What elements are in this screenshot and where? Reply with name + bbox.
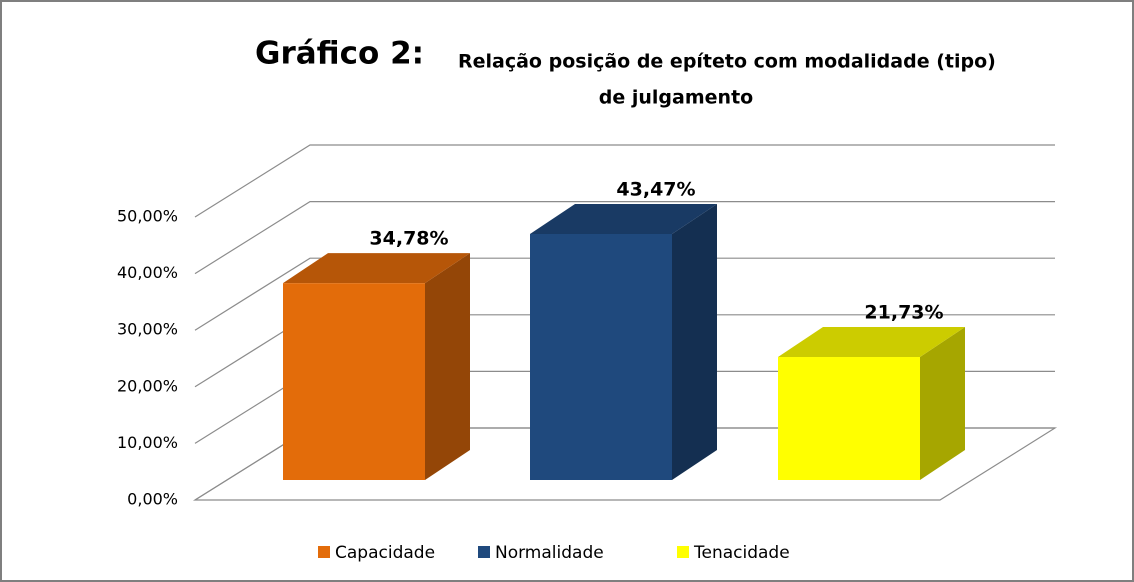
y-tick-label: 40,00% (117, 263, 178, 282)
legend-swatch (677, 546, 689, 558)
y-tick-label: 30,00% (117, 320, 178, 339)
bar-top (530, 203, 717, 234)
y-tick-label: 50,00% (117, 207, 178, 226)
bar-side (672, 203, 717, 481)
grid-line (194, 144, 1055, 218)
bar (778, 357, 920, 480)
chart-title: Gráfico 2: (255, 36, 424, 72)
chart-subtitle: de julgamento (599, 87, 753, 109)
bar-top (283, 253, 470, 284)
grid-line (194, 257, 1055, 331)
data-label: 43,47% (616, 178, 695, 200)
bar (283, 283, 425, 480)
y-tick-label: 10,00% (117, 433, 178, 452)
bar (530, 233, 672, 480)
y-tick-label: 0,00% (127, 490, 178, 509)
data-label: 21,73% (864, 302, 943, 324)
bar-side (425, 253, 470, 480)
legend-label: Normalidade (495, 543, 604, 563)
legend-swatch (318, 546, 330, 558)
data-label: 34,78% (369, 228, 448, 250)
chart-subtitle: Relação posição de epíteto com modalidad… (458, 51, 996, 73)
bar-top (778, 327, 965, 358)
bar-side (920, 327, 965, 480)
y-tick-label: 20,00% (117, 376, 178, 395)
grid-line (194, 201, 1055, 275)
legend-label: Capacidade (335, 543, 435, 563)
legend-swatch (478, 546, 490, 558)
legend-label: Tenacidade (693, 543, 790, 563)
